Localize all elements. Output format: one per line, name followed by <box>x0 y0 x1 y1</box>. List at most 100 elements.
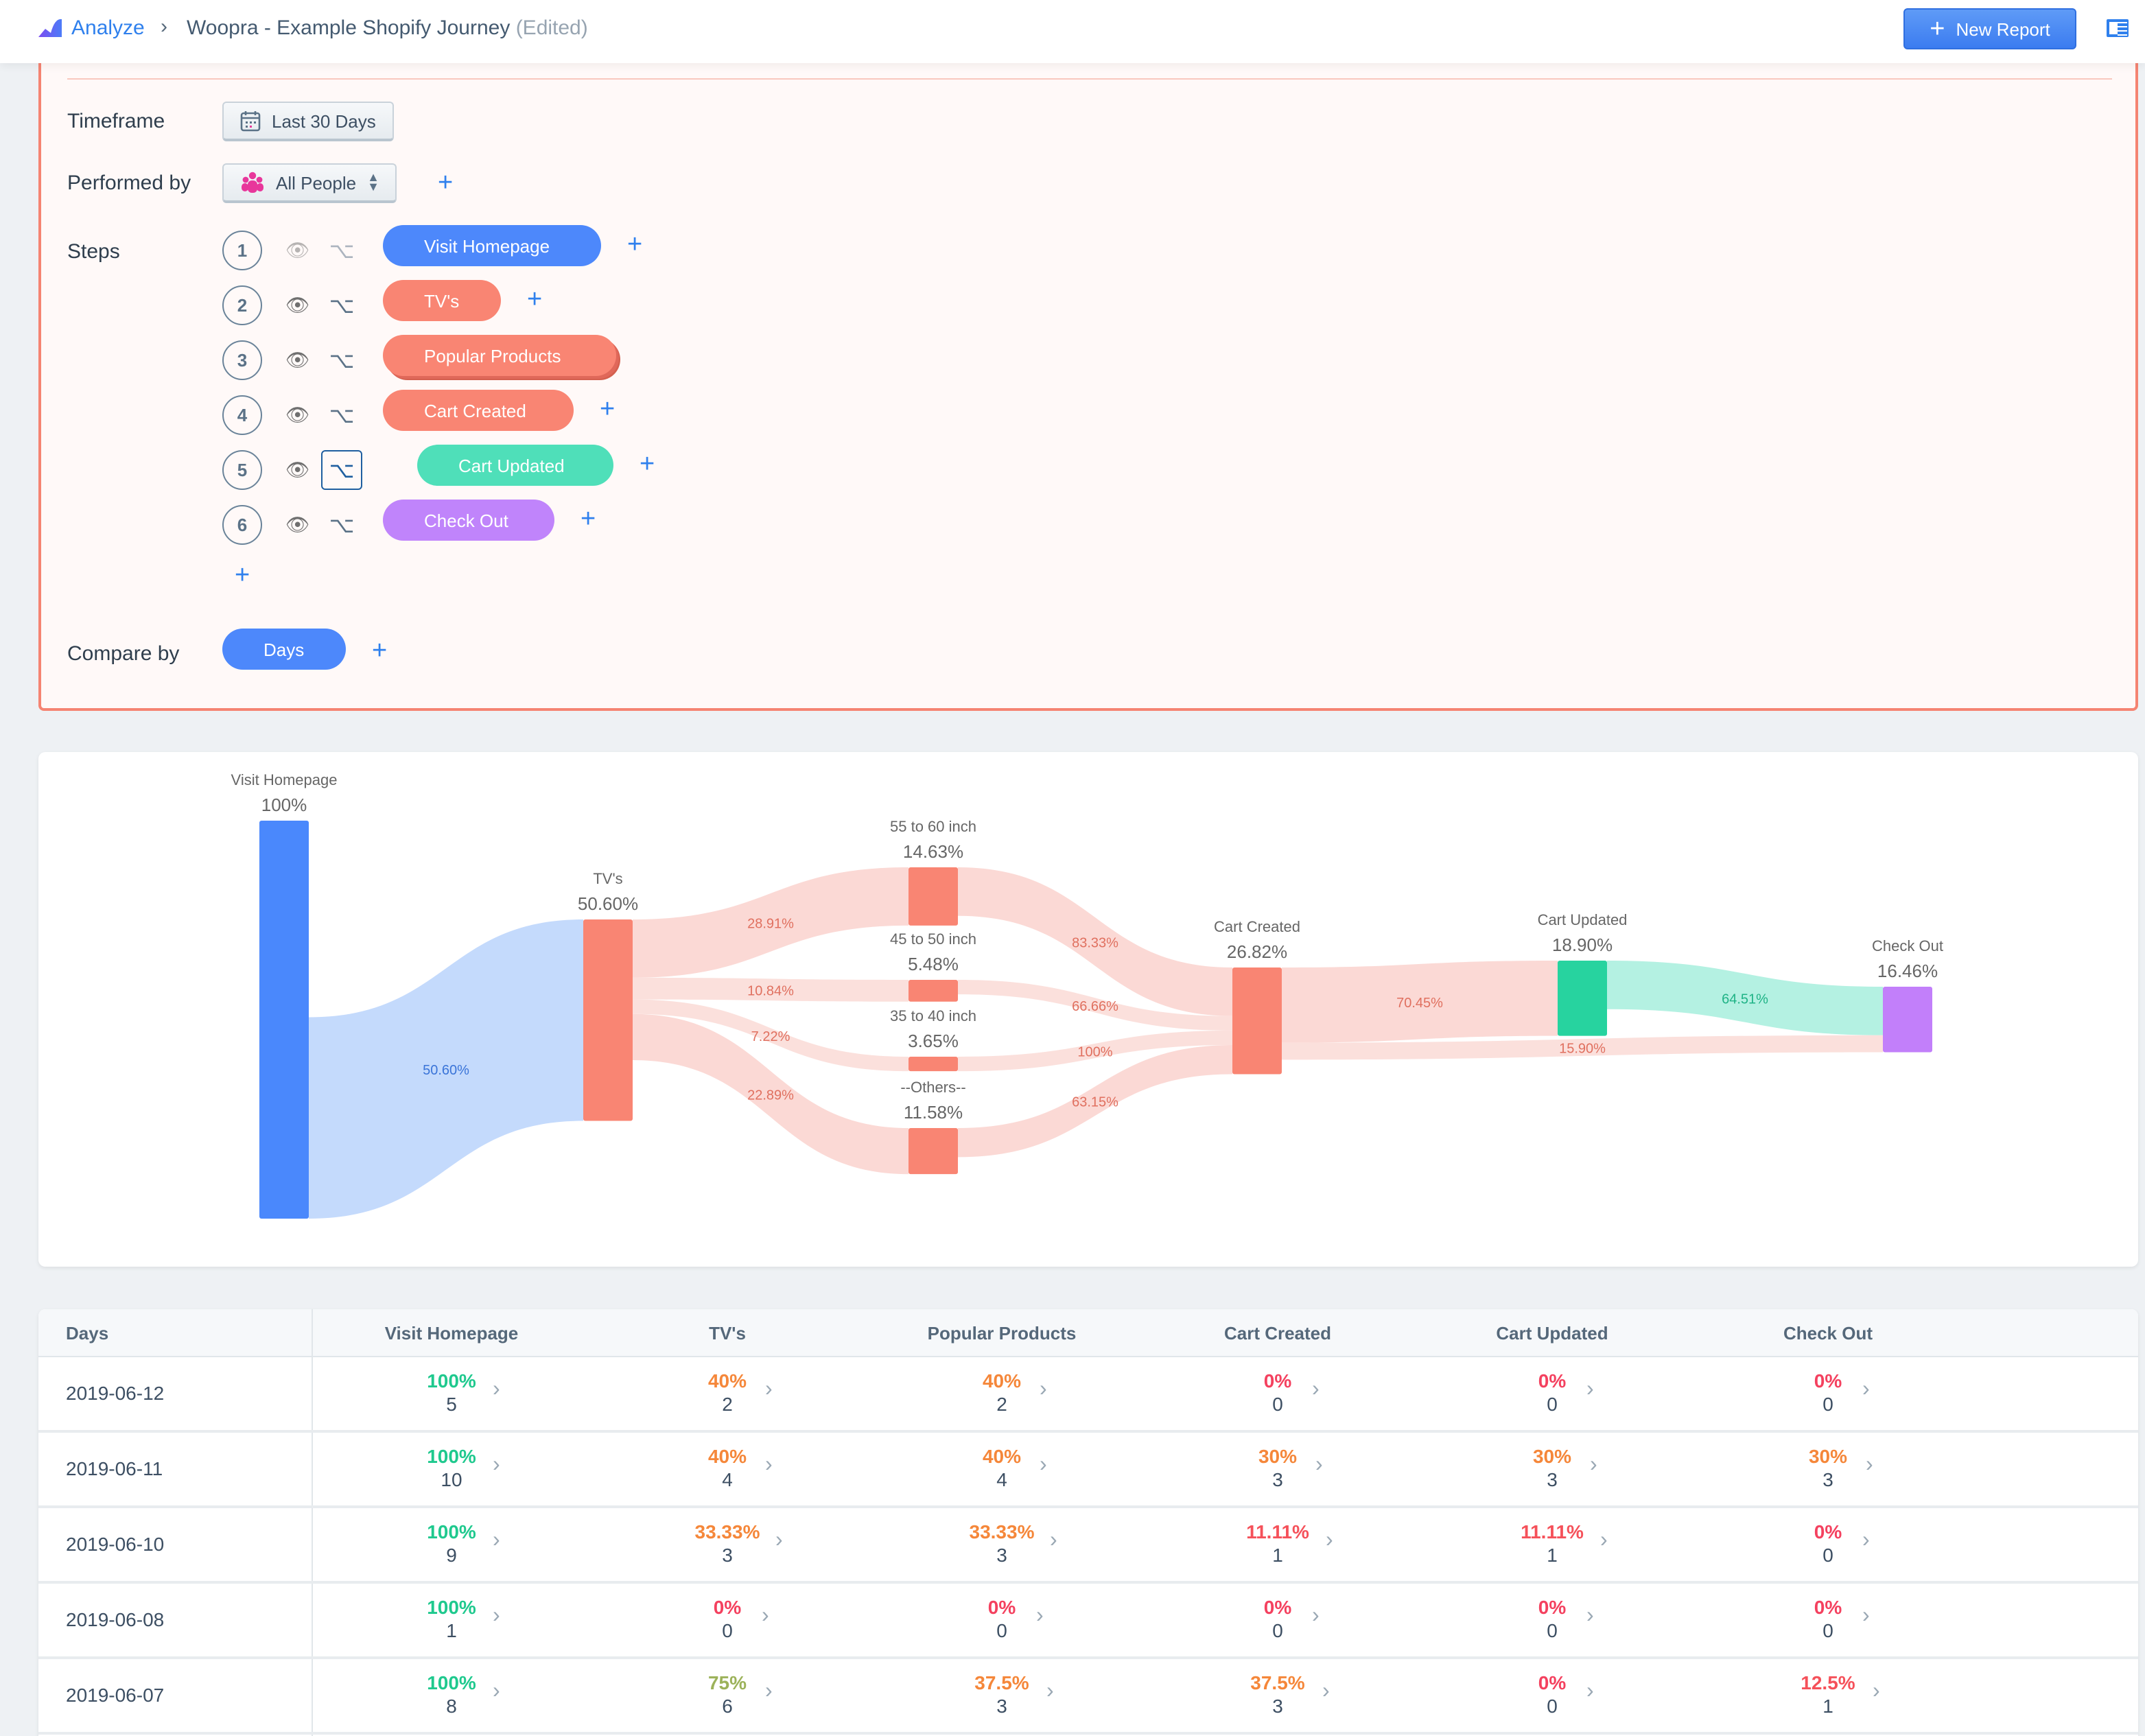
step-number-badge[interactable]: 2 <box>222 285 262 325</box>
chevron-right-icon[interactable]: › <box>1862 1378 1870 1401</box>
sankey-link-tv-p2[interactable] <box>633 977 909 1002</box>
chevron-right-icon[interactable]: › <box>493 1378 500 1401</box>
step-result-cell[interactable]: 11.11% 1 <box>1415 1521 1689 1566</box>
step-visibility-icon[interactable]: 👁 <box>285 513 310 535</box>
performed-by-select[interactable]: All People ▲ ▼ <box>222 163 397 203</box>
chevron-right-icon[interactable]: › <box>1873 1680 1880 1703</box>
step-pill[interactable]: Visit Homepage <box>383 225 601 266</box>
sankey-link-cc-cu[interactable] <box>1282 961 1558 1043</box>
step-result-cell[interactable]: 33.33% 3 <box>865 1521 1139 1566</box>
chevron-right-icon[interactable]: › <box>765 1453 773 1477</box>
step-result-cell[interactable]: 0% 0 <box>1140 1596 1415 1641</box>
step-branch-toggle-icon[interactable]: ⌥ <box>321 450 362 490</box>
chevron-right-icon[interactable]: › <box>1586 1378 1594 1401</box>
step-result-cell[interactable]: 40% 4 <box>865 1445 1139 1490</box>
chevron-right-icon[interactable]: › <box>1036 1604 1044 1628</box>
sankey-node-p1[interactable] <box>909 867 958 926</box>
chevron-right-icon[interactable]: › <box>1040 1453 1047 1477</box>
step-result-cell[interactable]: 30% 3 <box>1415 1445 1689 1490</box>
chevron-right-icon[interactable]: › <box>1312 1378 1320 1401</box>
sankey-link-p1-cc[interactable] <box>958 867 1232 1016</box>
step-result-cell[interactable]: 30% 3 <box>1691 1445 1965 1490</box>
column-header[interactable]: Check Out <box>1783 1323 1873 1344</box>
chevron-right-icon[interactable]: › <box>493 1604 500 1628</box>
step-result-cell[interactable]: 40% 2 <box>865 1370 1139 1415</box>
step-visibility-icon[interactable]: 👁 <box>285 239 310 261</box>
timeframe-button[interactable]: Last 30 Days <box>222 102 394 141</box>
step-visibility-icon[interactable]: 👁 <box>285 294 310 316</box>
column-header[interactable]: TV's <box>709 1323 746 1344</box>
step-result-cell[interactable]: 37.5% 3 <box>1140 1672 1415 1717</box>
column-header[interactable]: Popular Products <box>927 1323 1077 1344</box>
step-result-cell[interactable]: 0% 0 <box>1691 1521 1965 1566</box>
column-header[interactable]: Cart Created <box>1223 1323 1332 1344</box>
step-visibility-icon[interactable]: 👁 <box>285 403 310 425</box>
chevron-right-icon[interactable]: › <box>1862 1529 1870 1552</box>
chevron-right-icon[interactable]: › <box>1862 1604 1870 1628</box>
sankey-node-p4[interactable] <box>909 1128 958 1175</box>
add-step-variant-button[interactable]: + <box>600 395 616 424</box>
step-pill[interactable]: Check Out <box>383 500 554 541</box>
new-report-button[interactable]: + New Report <box>1903 8 2076 49</box>
step-result-cell[interactable]: 75% 6 <box>590 1672 865 1717</box>
add-step-variant-button[interactable]: + <box>627 231 643 259</box>
sankey-link-p2-cc[interactable] <box>958 980 1232 1031</box>
step-result-cell[interactable]: 100% 5 <box>314 1370 589 1415</box>
step-branch-toggle-icon[interactable]: ⌥ <box>329 404 355 427</box>
step-result-cell[interactable]: 0% 0 <box>1415 1596 1689 1641</box>
column-header[interactable]: Days <box>66 1323 109 1344</box>
sankey-node-tv[interactable] <box>583 919 633 1121</box>
step-result-cell[interactable]: 37.5% 3 <box>865 1672 1139 1717</box>
add-step-button[interactable]: + <box>235 561 250 590</box>
chevron-right-icon[interactable]: › <box>1326 1529 1333 1552</box>
step-result-cell[interactable]: 11.11% 1 <box>1140 1521 1415 1566</box>
chevron-right-icon[interactable]: › <box>1586 1680 1594 1703</box>
chevron-right-icon[interactable]: › <box>765 1680 773 1703</box>
chevron-right-icon[interactable]: › <box>1590 1453 1597 1477</box>
step-branch-toggle-icon[interactable]: ⌥ <box>329 514 355 537</box>
sankey-link-p3-cc[interactable] <box>958 1030 1232 1072</box>
step-visibility-icon[interactable]: 👁 <box>285 349 310 371</box>
sankey-node-p2[interactable] <box>909 980 958 1002</box>
step-result-cell[interactable]: 0% 0 <box>590 1596 865 1641</box>
sankey-node-vh[interactable] <box>259 821 309 1219</box>
sankey-link-tv-p3[interactable] <box>633 999 909 1072</box>
chevron-right-icon[interactable]: › <box>1600 1529 1608 1552</box>
sankey-link-cu-co[interactable] <box>1607 961 1883 1035</box>
step-number-badge[interactable]: 3 <box>222 340 262 380</box>
step-result-cell[interactable]: 100% 10 <box>314 1445 589 1490</box>
step-branch-toggle-icon[interactable]: ⌥ <box>329 349 355 373</box>
sankey-link-tv-p1[interactable] <box>633 867 909 978</box>
column-header[interactable]: Cart Updated <box>1496 1323 1608 1344</box>
step-number-badge[interactable]: 4 <box>222 395 262 435</box>
sankey-node-cu[interactable] <box>1558 961 1607 1036</box>
chevron-right-icon[interactable]: › <box>1866 1453 1873 1477</box>
add-step-variant-button[interactable]: + <box>581 505 596 534</box>
sankey-node-co[interactable] <box>1883 987 1932 1053</box>
chevron-right-icon[interactable]: › <box>1586 1604 1594 1628</box>
chevron-right-icon[interactable]: › <box>762 1604 769 1628</box>
step-result-cell[interactable]: 100% 1 <box>314 1596 589 1641</box>
step-result-cell[interactable]: 100% 9 <box>314 1521 589 1566</box>
sankey-link-vh-tv[interactable] <box>309 919 583 1219</box>
step-result-cell[interactable]: 0% 0 <box>865 1596 1139 1641</box>
chevron-right-icon[interactable]: › <box>493 1529 500 1552</box>
sankey-link-p4-cc[interactable] <box>958 1045 1232 1158</box>
step-visibility-icon[interactable]: 👁 <box>285 458 310 480</box>
sankey-node-cc[interactable] <box>1232 967 1282 1075</box>
step-number-badge[interactable]: 1 <box>222 231 262 270</box>
step-pill[interactable]: Popular Products <box>383 335 616 376</box>
sankey-link-cc-co[interactable] <box>1282 1035 1883 1060</box>
step-result-cell[interactable]: 30% 3 <box>1140 1445 1415 1490</box>
chevron-right-icon[interactable]: › <box>1040 1378 1047 1401</box>
step-number-badge[interactable]: 5 <box>222 450 262 490</box>
chevron-right-icon[interactable]: › <box>493 1680 500 1703</box>
step-result-cell[interactable]: 12.5% 1 <box>1691 1672 1965 1717</box>
step-result-cell[interactable]: 0% 0 <box>1691 1370 1965 1415</box>
column-header[interactable]: Visit Homepage <box>384 1323 519 1344</box>
step-number-badge[interactable]: 6 <box>222 505 262 545</box>
breadcrumb-analyze-link[interactable]: Analyze <box>71 16 145 40</box>
chevron-right-icon[interactable]: › <box>775 1529 783 1552</box>
step-result-cell[interactable]: 0% 0 <box>1415 1672 1689 1717</box>
step-result-cell[interactable]: 0% 0 <box>1140 1370 1415 1415</box>
